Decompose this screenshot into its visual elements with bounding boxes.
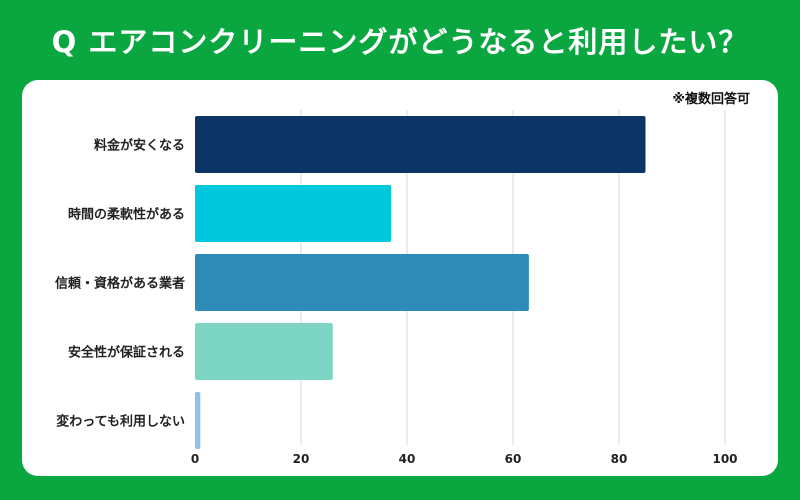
category-label: 時間の柔軟性がある [68,207,185,223]
x-tick-label: 60 [505,452,522,466]
x-tick-label: 0 [191,452,199,466]
bar-chart: 料金が安くなる時間の柔軟性がある信頼・資格がある業者安全性が保証される変わっても… [55,110,738,466]
bar [195,185,392,242]
bar [195,254,529,311]
bar [195,392,201,449]
bar [195,323,333,380]
category-label: 変わっても利用しない [56,414,185,430]
bars [195,116,646,449]
x-tick-label: 40 [399,452,416,466]
x-axis-tick-labels: 0 20 40 60 80 100 [191,452,738,466]
x-tick-label: 100 [712,452,737,466]
bar [195,116,646,173]
x-tick-label: 20 [293,452,310,466]
chart-card: ※複数回答可 料金が安くなる時間の柔軟性がある信頼・資格がある業者安全性が保証さ… [22,80,778,476]
category-labels: 料金が安くなる時間の柔軟性がある信頼・資格がある業者安全性が保証される変わっても… [55,138,185,430]
x-tick-label: 80 [611,452,628,466]
multiple-answers-note: ※複数回答可 [672,92,750,107]
category-label: 料金が安くなる [94,138,185,154]
category-label: 安全性が保証される [68,345,185,361]
category-label: 信頼・資格がある業者 [55,276,185,292]
page-title: Q エアコンクリーニングがどうなると利用したい？ [51,25,749,59]
